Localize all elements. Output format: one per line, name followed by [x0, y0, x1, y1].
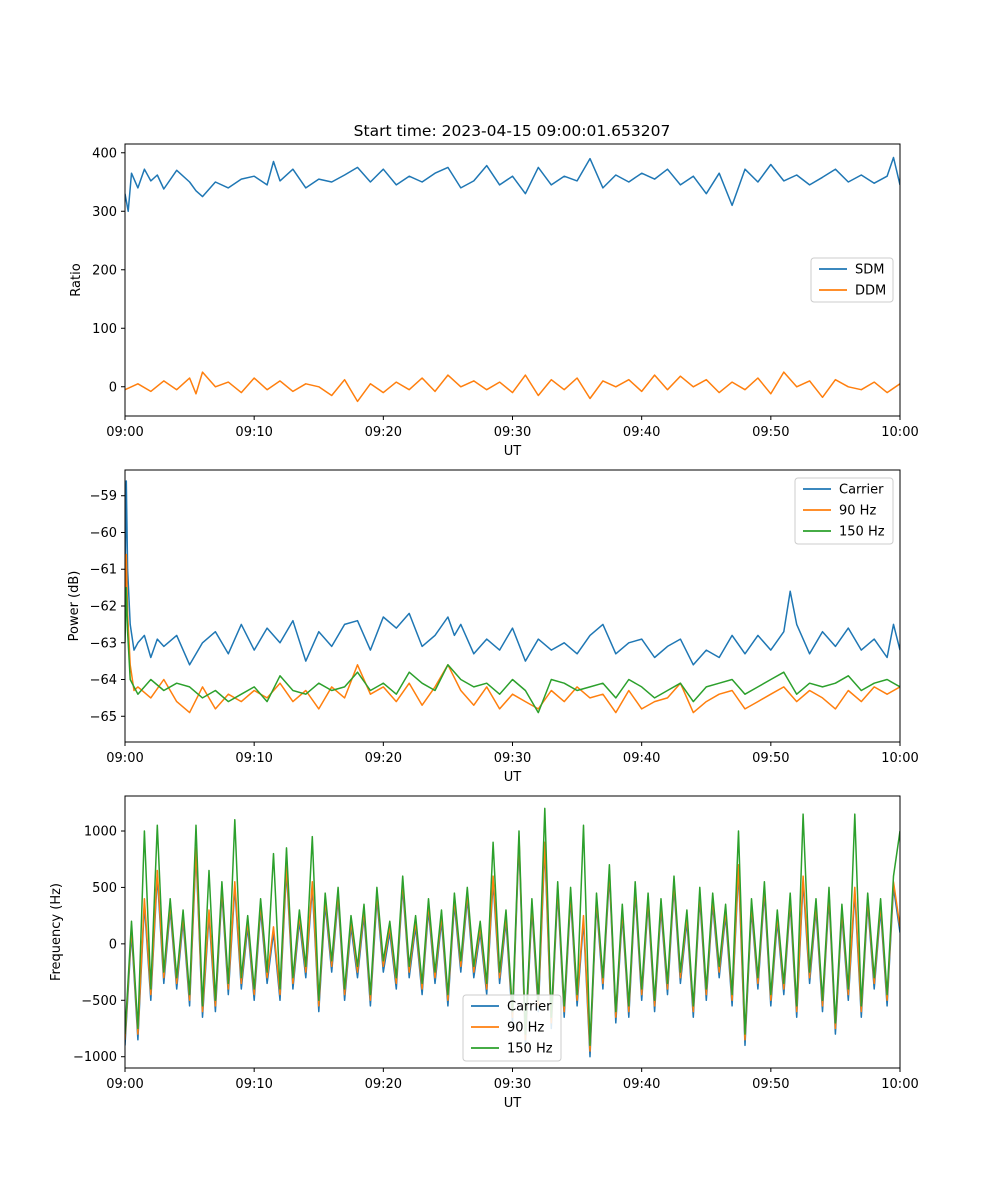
legend-box	[462, 994, 562, 1062]
y-tick-label: 0	[109, 380, 117, 395]
x-tick-label: 09:40	[623, 751, 660, 766]
x-tick-label: 09:20	[365, 1077, 402, 1092]
legend: Carrier 90 Hz 150 Hz	[462, 994, 562, 1062]
y-tick-label: −60	[90, 526, 117, 541]
series-line-sdm	[125, 156, 900, 213]
y-tick-label: −63	[90, 636, 117, 651]
legend-label: DDM	[855, 284, 886, 299]
series-line-90-hz	[125, 553, 900, 714]
legend-label: 90 Hz	[507, 1021, 544, 1036]
panel-frequency: 09:00 09:10 09:20 09:30 09:40 09:50 10:00 1000 5…	[49, 795, 919, 1111]
panel-ratio: 09:00 09:10 09:20 09:30 09:40 09:50 10:00 0 100 2…	[69, 143, 919, 459]
x-tick-label: 09:10	[235, 751, 272, 766]
series-line-150-hz	[125, 586, 900, 714]
y-tick-label: −65	[90, 710, 117, 725]
x-tick-label: 10:00	[881, 751, 918, 766]
x-tick-label: 09:10	[235, 1077, 272, 1092]
x-axis-label: UT	[504, 444, 522, 459]
y-tick-label: 200	[92, 263, 117, 278]
y-tick-label: −59	[90, 489, 117, 504]
x-tick-label: 09:50	[752, 425, 789, 440]
x-tick-label: 09:30	[494, 425, 531, 440]
legend: SDM DDM	[810, 257, 894, 303]
series-line-ddm	[125, 371, 900, 403]
legend-label: 90 Hz	[839, 504, 876, 519]
y-axis-label: Frequency (Hz)	[49, 883, 64, 981]
x-tick-label: 10:00	[881, 1077, 918, 1092]
y-tick-label: 500	[92, 881, 117, 896]
legend-label: SDM	[855, 263, 884, 278]
x-tick-label: 09:20	[365, 751, 402, 766]
axes-frame	[124, 143, 901, 417]
legend-box	[794, 477, 894, 545]
y-tick-label: −64	[90, 673, 117, 688]
x-tick-label: 10:00	[881, 425, 918, 440]
x-tick-label: 09:00	[106, 425, 143, 440]
legend-label: 150 Hz	[839, 525, 885, 540]
x-tick-label: 09:30	[494, 751, 531, 766]
legend-label: Carrier	[507, 1000, 552, 1015]
y-tick-label: 0	[109, 937, 117, 952]
y-tick-label: −1000	[73, 1050, 117, 1065]
x-tick-label: 09:10	[235, 425, 272, 440]
x-tick-label: 09:40	[623, 425, 660, 440]
x-tick-label: 09:40	[623, 1077, 660, 1092]
y-tick-label: 100	[92, 322, 117, 337]
figure-title: Start time: 2023-04-15 09:00:01.653207	[354, 122, 671, 140]
x-tick-label: 09:50	[752, 1077, 789, 1092]
legend-label: 150 Hz	[507, 1042, 553, 1057]
y-tick-label: 1000	[84, 824, 117, 839]
legend-label: Carrier	[839, 483, 884, 498]
x-tick-label: 09:00	[106, 751, 143, 766]
x-axis-label: UT	[504, 770, 522, 785]
x-tick-label: 09:30	[494, 1077, 531, 1092]
x-tick-label: 09:50	[752, 751, 789, 766]
y-tick-label: 300	[92, 205, 117, 220]
legend: Carrier 90 Hz 150 Hz	[794, 477, 894, 545]
y-axis-label: Power (dB)	[67, 571, 82, 642]
y-tick-label: 400	[92, 146, 117, 161]
x-tick-label: 09:00	[106, 1077, 143, 1092]
y-axis-label: Ratio	[69, 263, 84, 296]
y-tick-label: −62	[90, 600, 117, 615]
x-tick-label: 09:20	[365, 425, 402, 440]
panel-power: 09:00 09:10 09:20 09:30 09:40 09:50 10:00 −59 −6…	[67, 469, 919, 785]
series-line-carrier	[125, 480, 900, 666]
y-tick-label: −61	[90, 563, 117, 578]
y-tick-label: −500	[81, 994, 117, 1009]
x-axis-label: UT	[504, 1096, 522, 1111]
